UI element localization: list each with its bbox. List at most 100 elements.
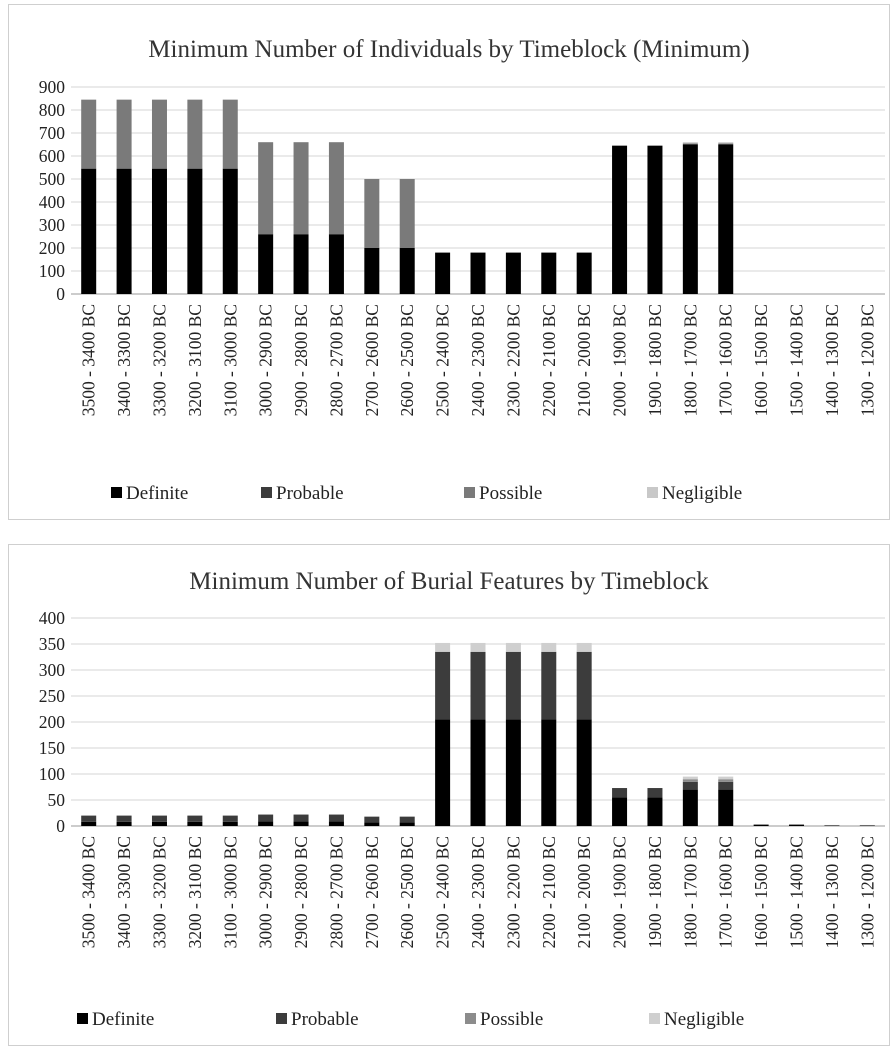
- legend-swatch-possible: [465, 1013, 476, 1024]
- y-tick-label: 500: [39, 169, 66, 189]
- bar-definite-4: [222, 821, 238, 826]
- x-tick-label: 2800 - 2700 BC: [326, 836, 346, 948]
- bar-definite-10: [435, 252, 451, 294]
- y-tick-label: 400: [39, 192, 66, 212]
- x-tick-label: 2700 - 2600 BC: [362, 304, 382, 416]
- legend-swatch-negligible: [649, 1013, 660, 1024]
- x-tick-label: 1800 - 1700 BC: [680, 836, 700, 948]
- bar-probable-19: [753, 824, 769, 825]
- bar-possible-3: [187, 99, 203, 169]
- bar-possible-18: [718, 779, 734, 782]
- bar-possible-7: [328, 142, 344, 235]
- bar-definite-3: [187, 168, 203, 294]
- x-tick-label: 2300 - 2200 BC: [503, 304, 523, 416]
- x-tick-label: 1900 - 1800 BC: [645, 836, 665, 948]
- x-tick-label: 1800 - 1700 BC: [680, 304, 700, 416]
- bar-definite-12: [505, 719, 521, 826]
- y-tick-label: 300: [39, 660, 66, 680]
- bar-definite-17: [682, 144, 698, 294]
- bar-definite-19: [753, 824, 769, 826]
- bar-possible-8: [364, 179, 380, 248]
- bar-possible-5: [258, 142, 274, 235]
- legend-label-possible: Possible: [480, 1009, 543, 1030]
- x-tick-label: 3300 - 3200 BC: [149, 836, 169, 948]
- x-tick-label: 1300 - 1200 BC: [857, 304, 877, 416]
- chart-burial-features: Minimum Number of Burial Features by Tim…: [39, 568, 885, 1030]
- bar-probable-7: [328, 814, 344, 822]
- bar-possible-4: [222, 99, 238, 169]
- bar-definite-1: [116, 168, 132, 294]
- bar-possible-6: [293, 142, 309, 235]
- chart-individuals: Minimum Number of Individuals by Timeblo…: [39, 36, 885, 504]
- bar-probable-6: [293, 814, 309, 822]
- bar-probable-15: [612, 788, 628, 798]
- bar-possible-2: [151, 99, 167, 169]
- x-tick-label: 3100 - 3000 BC: [220, 836, 240, 948]
- bar-probable-13: [541, 651, 557, 720]
- bar-possible-0: [81, 99, 97, 169]
- y-tick-label: 200: [39, 238, 66, 258]
- x-tick-label: 2400 - 2300 BC: [468, 304, 488, 416]
- y-tick-label: 250: [39, 686, 66, 706]
- bar-negligible-10: [435, 642, 451, 652]
- x-tick-label: 1700 - 1600 BC: [716, 836, 736, 948]
- bar-definite-13: [541, 719, 557, 826]
- x-tick-label: 3200 - 3100 BC: [185, 304, 205, 416]
- y-tick-label: 800: [39, 100, 66, 120]
- bar-definite-10: [435, 719, 451, 826]
- legend-label-probable: Probable: [276, 483, 344, 504]
- y-tick-label: 350: [39, 634, 66, 654]
- bar-negligible-14: [576, 642, 592, 652]
- bar-definite-12: [505, 252, 521, 294]
- bar-definite-9: [399, 822, 415, 826]
- legend-label-definite: Definite: [92, 1009, 154, 1030]
- bar-negligible-12: [505, 642, 521, 652]
- bar-definite-18: [718, 789, 734, 826]
- bar-negligible-18: [718, 776, 734, 780]
- x-tick-label: 1700 - 1600 BC: [716, 304, 736, 416]
- bar-definite-16: [647, 797, 663, 826]
- bar-probable-12: [505, 651, 521, 720]
- bar-probable-0: [81, 815, 97, 822]
- bar-possible-18: [718, 143, 734, 145]
- legend-label-possible: Possible: [479, 483, 542, 504]
- legend-label-negligible: Negligible: [662, 483, 742, 504]
- bar-definite-7: [328, 234, 344, 294]
- legend-swatch-probable: [276, 1013, 287, 1024]
- x-tick-label: 3000 - 2900 BC: [256, 836, 276, 948]
- bar-possible-17: [682, 779, 698, 782]
- chart-title: Minimum Number of Burial Features by Tim…: [189, 568, 709, 595]
- x-tick-label: 1400 - 1300 BC: [822, 836, 842, 948]
- bar-negligible-17: [682, 142, 698, 144]
- bar-probable-18: [718, 781, 734, 790]
- bar-negligible-21: [824, 824, 840, 826]
- x-tick-label: 3400 - 3300 BC: [114, 304, 134, 416]
- bar-definite-15: [612, 145, 628, 294]
- x-tick-label: 1600 - 1500 BC: [751, 836, 771, 948]
- y-tick-label: 100: [39, 764, 66, 784]
- bar-probable-4: [222, 815, 238, 822]
- y-tick-label: 900: [39, 77, 66, 97]
- x-tick-label: 2100 - 2000 BC: [574, 304, 594, 416]
- y-tick-label: 0: [56, 816, 65, 836]
- legend-swatch-negligible: [647, 487, 658, 498]
- bar-definite-8: [364, 822, 380, 826]
- bar-definite-16: [647, 145, 663, 294]
- x-tick-label: 2000 - 1900 BC: [610, 836, 630, 948]
- bar-probable-11: [470, 651, 486, 720]
- bar-definite-14: [576, 719, 592, 826]
- bar-definite-11: [470, 252, 486, 294]
- x-tick-label: 1600 - 1500 BC: [751, 304, 771, 416]
- x-tick-label: 1900 - 1800 BC: [645, 304, 665, 416]
- bar-probable-17: [682, 781, 698, 790]
- bar-possible-17: [682, 143, 698, 145]
- bar-definite-13: [541, 252, 557, 294]
- bar-negligible-22: [859, 824, 875, 826]
- bar-definite-20: [789, 824, 805, 826]
- x-tick-label: 3500 - 3400 BC: [79, 304, 99, 416]
- x-tick-label: 1500 - 1400 BC: [787, 836, 807, 948]
- x-tick-label: 1300 - 1200 BC: [857, 836, 877, 948]
- bar-definite-3: [187, 821, 203, 826]
- legend-label-negligible: Negligible: [664, 1009, 744, 1030]
- bar-definite-2: [151, 821, 167, 826]
